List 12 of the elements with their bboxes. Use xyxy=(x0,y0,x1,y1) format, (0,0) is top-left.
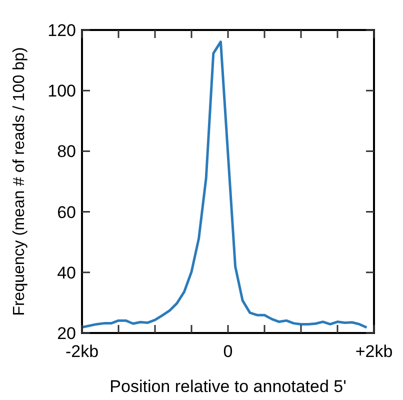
x-tick-label: 0 xyxy=(223,342,233,361)
x-tick-label: +2kb xyxy=(355,342,393,361)
y-tick-label: 60 xyxy=(57,202,76,222)
y-tick-label: 40 xyxy=(57,263,76,282)
y-tick-label: 20 xyxy=(57,324,76,343)
y-tick-label: 120 xyxy=(48,20,76,40)
y-axis-title: Frequency (mean # of reads / 100 bp) xyxy=(11,47,28,316)
x-axis-title: Position relative to annotated 5' xyxy=(110,377,346,396)
x-tick-label: -2kb xyxy=(65,342,99,361)
y-tick-label: 100 xyxy=(48,82,76,101)
y-tick-label: 80 xyxy=(57,142,76,162)
line-series xyxy=(80,40,368,329)
